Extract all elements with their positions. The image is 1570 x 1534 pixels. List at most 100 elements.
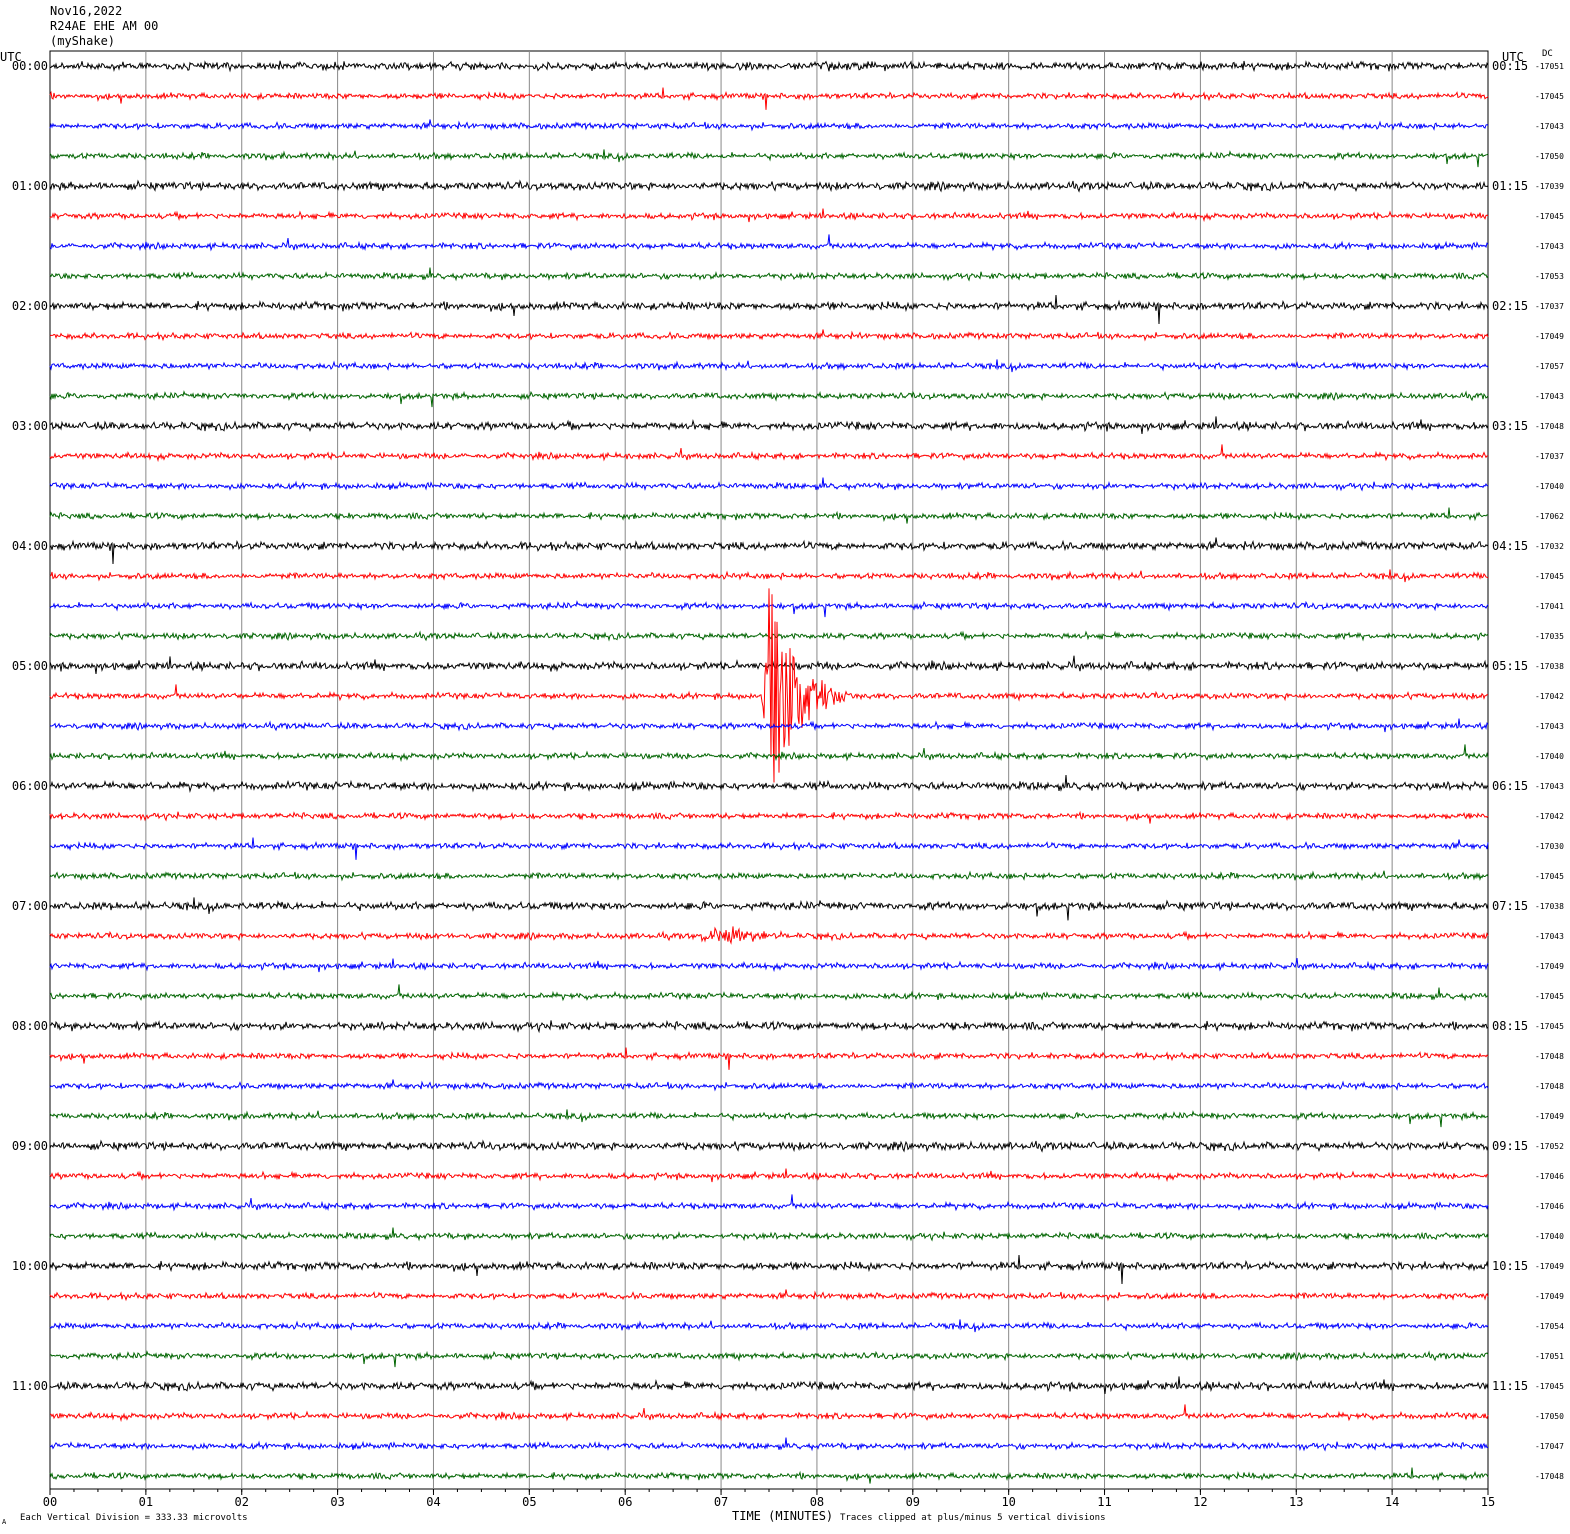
right-hour-label: 06:15 <box>1492 779 1528 793</box>
dc-offset-label: -17045 <box>1535 92 1564 101</box>
left-hour-label: 09:00 <box>12 1139 48 1153</box>
dc-offset-label: -17043 <box>1535 122 1564 131</box>
seismic-trace <box>49 1047 1489 1070</box>
right-hour-label: 10:15 <box>1492 1259 1528 1273</box>
x-tick-label: 15 <box>1481 1495 1495 1509</box>
x-tick-label: 05 <box>522 1495 536 1509</box>
dc-offset-label: -17035 <box>1535 632 1564 641</box>
right-hour-label: 01:15 <box>1492 179 1528 193</box>
seismic-trace <box>49 537 1489 565</box>
dc-offset-label: -17051 <box>1535 62 1564 71</box>
x-tick-label: 07 <box>714 1495 728 1509</box>
seismic-trace <box>49 870 1489 882</box>
seismic-trace <box>49 569 1489 583</box>
right-hour-label: 05:15 <box>1492 659 1528 673</box>
seismic-trace <box>49 984 1489 1002</box>
dc-offset-label: -17043 <box>1535 392 1564 401</box>
seismic-trace <box>49 390 1489 408</box>
seismic-trace <box>49 1079 1489 1092</box>
dc-offset-label: -17045 <box>1535 872 1564 881</box>
seismic-trace <box>49 329 1489 342</box>
dc-offset-label: -17047 <box>1535 1442 1564 1451</box>
seismic-trace <box>49 1254 1489 1285</box>
x-tick-label: 13 <box>1289 1495 1303 1509</box>
right-hour-label: 11:15 <box>1492 1379 1528 1393</box>
x-tick-label: 10 <box>1001 1495 1015 1509</box>
seismic-trace <box>49 119 1489 132</box>
dc-offset-label: -17048 <box>1535 422 1564 431</box>
seismic-trace <box>49 1319 1489 1333</box>
dc-offset-label: -17045 <box>1535 1382 1564 1391</box>
dc-offset-label: -17040 <box>1535 1232 1564 1241</box>
dc-offset-label: -17040 <box>1535 752 1564 761</box>
seismic-trace <box>49 294 1489 325</box>
seismic-trace <box>49 655 1489 674</box>
dc-offset-label: -17054 <box>1535 1322 1564 1331</box>
station-id: R24AE EHE AM 00 <box>50 19 159 33</box>
dc-label: DC <box>1542 49 1553 59</box>
corner-mark: A <box>2 1518 7 1526</box>
left-hour-label: 03:00 <box>12 419 48 433</box>
seismic-trace <box>49 630 1489 642</box>
dc-offset-label: -17046 <box>1535 1202 1564 1211</box>
seismic-trace <box>49 1019 1489 1034</box>
seismic-trace <box>49 267 1489 282</box>
seismic-trace <box>49 1467 1489 1484</box>
dc-offset-label: -17051 <box>1535 1352 1564 1361</box>
right-hour-label: 08:15 <box>1492 1019 1528 1033</box>
x-tick-label: 12 <box>1193 1495 1207 1509</box>
dc-offset-label: -17049 <box>1535 1112 1564 1121</box>
right-hour-label: 03:15 <box>1492 419 1528 433</box>
seismic-trace <box>49 897 1489 921</box>
x-tick-label: 00 <box>43 1495 57 1509</box>
x-tick-label: 03 <box>330 1495 344 1509</box>
seismic-trace <box>50 1404 1489 1423</box>
dc-offset-label: -17057 <box>1535 362 1564 371</box>
dc-offset-label: -17043 <box>1535 722 1564 731</box>
seismic-trace <box>49 444 1489 463</box>
dc-offset-label: -17049 <box>1535 962 1564 971</box>
x-tick-label: 09 <box>906 1495 920 1509</box>
dc-offset-label: -17039 <box>1535 182 1564 191</box>
seismic-trace <box>49 774 1489 793</box>
seismic-trace <box>49 60 1489 73</box>
dc-offset-label: -17049 <box>1535 1292 1564 1301</box>
seismic-trace <box>49 416 1489 434</box>
dc-offset-label: -17045 <box>1535 572 1564 581</box>
dc-offset-label: -17050 <box>1535 152 1564 161</box>
seismic-trace <box>49 744 1489 763</box>
seismic-trace <box>49 359 1489 373</box>
dc-offset-label: -17048 <box>1535 1472 1564 1481</box>
seismic-trace <box>49 810 1489 824</box>
dc-offset-label: -17043 <box>1535 782 1564 791</box>
dc-offset-label: -17042 <box>1535 812 1564 821</box>
dc-offset-label: -17040 <box>1535 482 1564 491</box>
dc-offset-label: -17042 <box>1535 692 1564 701</box>
left-hour-label: 07:00 <box>12 899 48 913</box>
left-hour-label: 11:00 <box>12 1379 48 1393</box>
left-hour-label: 04:00 <box>12 539 48 553</box>
x-tick-label: 02 <box>235 1495 249 1509</box>
network-name: (myShake) <box>50 34 116 48</box>
right-hour-label: 09:15 <box>1492 1139 1528 1153</box>
x-tick-label: 01 <box>139 1495 153 1509</box>
x-tick-label: 06 <box>618 1495 632 1509</box>
left-hour-label: 08:00 <box>12 1019 48 1033</box>
left-hour-label: 00:00 <box>12 59 48 73</box>
clip-note: Traces clipped at plus/minus 5 vertical … <box>840 1513 1106 1523</box>
seismic-trace <box>49 1376 1489 1394</box>
dc-offset-label: -17043 <box>1535 242 1564 251</box>
dc-offset-label: -17037 <box>1535 452 1564 461</box>
seismic-trace <box>49 179 1489 193</box>
right-hour-label: 00:15 <box>1492 59 1528 73</box>
seismic-trace <box>49 1350 1489 1368</box>
dc-offset-label: -17053 <box>1535 272 1564 281</box>
seismic-trace <box>49 837 1489 860</box>
x-tick-label: 08 <box>810 1495 824 1509</box>
dc-offset-label: -17038 <box>1535 662 1564 671</box>
left-hour-label: 06:00 <box>12 779 48 793</box>
seismic-trace <box>49 1109 1489 1128</box>
seismic-trace <box>49 588 1489 783</box>
dc-offset-label: -17038 <box>1535 902 1564 911</box>
right-utc-label: UTC <box>1502 50 1524 64</box>
